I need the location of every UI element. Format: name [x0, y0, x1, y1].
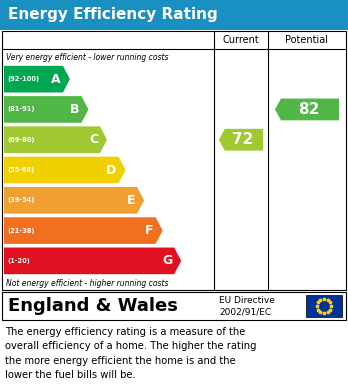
Polygon shape	[4, 66, 70, 92]
Text: (92-100): (92-100)	[7, 76, 39, 82]
Text: (1-20): (1-20)	[7, 258, 30, 264]
Text: England & Wales: England & Wales	[8, 297, 178, 315]
Polygon shape	[275, 99, 339, 120]
Text: G: G	[162, 255, 172, 267]
Text: Energy Efficiency Rating: Energy Efficiency Rating	[8, 7, 218, 23]
Text: (21-38): (21-38)	[7, 228, 34, 233]
Text: Potential: Potential	[285, 35, 329, 45]
Bar	[2, 31, 346, 290]
Text: (81-91): (81-91)	[7, 106, 34, 113]
Text: E: E	[127, 194, 135, 207]
Polygon shape	[4, 187, 144, 213]
Text: C: C	[89, 133, 98, 146]
Polygon shape	[219, 129, 263, 151]
Text: The energy efficiency rating is a measure of the
overall efficiency of a home. T: The energy efficiency rating is a measur…	[5, 327, 256, 380]
Polygon shape	[4, 248, 181, 274]
Bar	[306, 295, 342, 317]
Polygon shape	[4, 96, 88, 123]
Text: B: B	[70, 103, 79, 116]
Polygon shape	[4, 157, 126, 183]
Text: (39-54): (39-54)	[7, 197, 34, 203]
Text: (55-68): (55-68)	[7, 167, 34, 173]
Text: A: A	[51, 73, 61, 86]
Bar	[0, 0, 348, 30]
Bar	[2, 292, 346, 320]
Text: Not energy efficient - higher running costs: Not energy efficient - higher running co…	[6, 278, 168, 287]
Text: Current: Current	[223, 35, 259, 45]
Text: F: F	[145, 224, 153, 237]
Polygon shape	[4, 217, 163, 244]
Text: D: D	[106, 163, 117, 176]
Text: (69-80): (69-80)	[7, 137, 34, 143]
Text: Very energy efficient - lower running costs: Very energy efficient - lower running co…	[6, 52, 168, 61]
Text: 82: 82	[298, 102, 320, 117]
Text: 72: 72	[232, 132, 254, 147]
Polygon shape	[4, 126, 107, 153]
Text: EU Directive
2002/91/EC: EU Directive 2002/91/EC	[219, 296, 275, 316]
